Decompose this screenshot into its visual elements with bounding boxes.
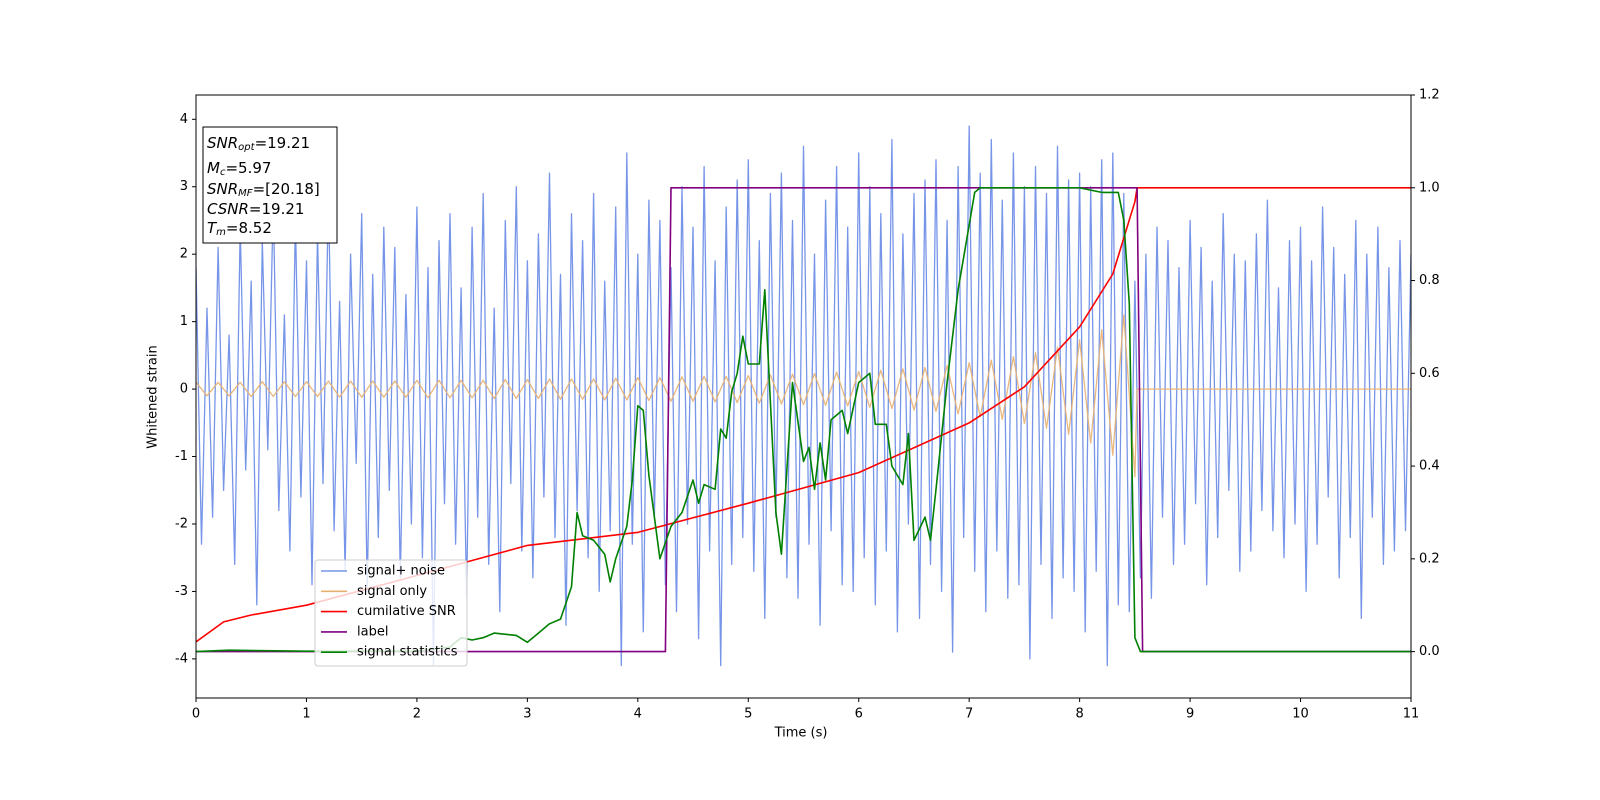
- annotation-frame: [202, 126, 338, 244]
- plot-frame: [195, 94, 1412, 699]
- x-tick-label: 0: [192, 707, 200, 722]
- y-tick-label: 0: [180, 382, 188, 397]
- y2-tick-label: 0.8: [1419, 273, 1440, 288]
- annotation-text: Mc=5.97: [207, 159, 271, 179]
- annotation-symbol: T: [207, 219, 218, 237]
- annotation-value: =19.21: [255, 134, 311, 152]
- annotation-text: CSNR=19.21: [207, 200, 304, 218]
- annotation-symbol: M: [207, 159, 220, 177]
- y-tick-label: 1: [180, 314, 188, 329]
- x-tick-label: 10: [1292, 707, 1309, 722]
- plot-area: [196, 125, 1411, 667]
- axes: 0 1 2 3 4 5 6 7 8 9 10 11 -4 -3 -2 -1 0 1 2 3 4 0.0 0.2 0.4 0.6 0…: [175, 88, 1440, 722]
- annotation-symbol: SNR: [207, 134, 238, 152]
- x-tick-label: 7: [965, 707, 973, 722]
- legend-label: signal+ noise: [357, 564, 445, 579]
- legend-label: label: [357, 624, 388, 639]
- y-tick-label: -2: [175, 516, 188, 531]
- legend-label: cumilative SNR: [357, 604, 456, 619]
- annotation-symbol: SNR: [207, 180, 238, 198]
- y2-tick-label: 0.2: [1419, 551, 1440, 566]
- x-tick-label: 2: [413, 707, 421, 722]
- y2-tick-label: 1.2: [1419, 88, 1440, 103]
- y-tick-label: 2: [180, 247, 188, 262]
- annotation-value: =[20.18]: [253, 180, 320, 198]
- x-tick-label: 6: [855, 707, 863, 722]
- annotation-text: SNRMF=[20.18]: [207, 180, 320, 200]
- y-tick-label: -4: [175, 651, 188, 666]
- x-tick-label: 11: [1403, 707, 1420, 722]
- series-line: [196, 187, 1411, 653]
- y-tick-label: -3: [175, 584, 188, 599]
- x-tick-label: 5: [744, 707, 752, 722]
- annotation-value: =19.21: [249, 200, 305, 218]
- annotation-subscript: opt: [238, 142, 255, 153]
- annotation-text: Tm=8.52: [207, 219, 272, 239]
- legend-label: signal only: [357, 584, 427, 599]
- annotation-box: SNRopt=19.21Mc=5.97SNRMF=[20.18]CSNR=19.…: [202, 126, 338, 244]
- y2-tick-label: 0.4: [1419, 459, 1440, 474]
- legend-label: signal statistics: [357, 645, 458, 660]
- annotation-value: =5.97: [225, 159, 271, 177]
- annotation-subscript: m: [216, 227, 226, 238]
- y2-tick-label: 0.0: [1419, 644, 1440, 659]
- y-tick-label: 4: [180, 112, 188, 127]
- x-axis-label: Time (s): [774, 726, 828, 741]
- series-line: [196, 314, 1411, 478]
- x-tick-label: 3: [523, 707, 531, 722]
- series-line: [196, 187, 1411, 643]
- y-axis-label: Whitened strain: [146, 345, 161, 448]
- x-tick-label: 1: [302, 707, 310, 722]
- annotation-subscript: c: [220, 167, 226, 178]
- annotation-text: SNRopt=19.21: [207, 134, 310, 154]
- annotation-symbol: CSNR: [207, 200, 249, 218]
- legend: signal+ noise signal only cumilative SNR la…: [314, 559, 468, 667]
- annotation-value: =8.52: [226, 219, 272, 237]
- x-tick-label: 4: [634, 707, 642, 722]
- x-tick-label: 9: [1186, 707, 1194, 722]
- x-tick-label: 8: [1075, 707, 1083, 722]
- series-line: [196, 125, 1411, 667]
- legend-frame: [314, 559, 468, 667]
- annotation-subscript: MF: [238, 188, 253, 199]
- y2-tick-label: 0.6: [1419, 366, 1440, 381]
- y2-tick-label: 1.0: [1419, 180, 1440, 195]
- y-tick-label: -1: [175, 449, 188, 464]
- y-tick-label: 3: [180, 179, 188, 194]
